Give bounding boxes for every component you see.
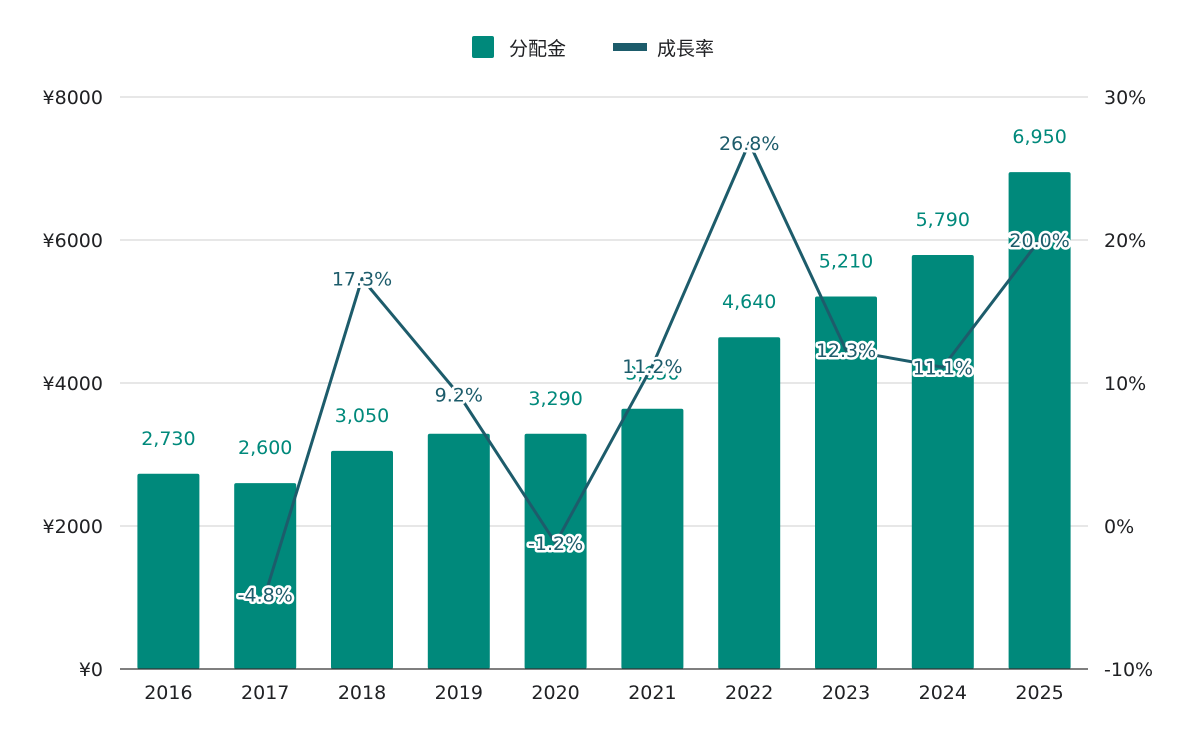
- x-axis-tick-label: 2021: [628, 682, 676, 704]
- left-axis-tick-label: ¥6000: [43, 230, 103, 252]
- legend-swatch-dividend: [472, 36, 494, 58]
- bar-2019: [427, 433, 490, 669]
- growth-rate-label: 12.3%: [816, 340, 876, 362]
- bar-2024: [911, 255, 974, 669]
- growth-rate-label: 9.2%: [435, 384, 483, 406]
- bar-value-labels: 2,730 2,600 3,050 3,290 3,650 4,640 5,210 5,790…: [141, 126, 1067, 459]
- right-axis-tick-label: 20%: [1104, 230, 1146, 252]
- bar-value-label: 3,050: [335, 405, 389, 427]
- x-axis-tick-label: 2016: [144, 682, 192, 704]
- bar-value-label: 4,640: [722, 291, 776, 313]
- left-axis-tick-label: ¥0: [79, 659, 103, 681]
- growth-rate-label: -1.2%: [528, 533, 583, 555]
- left-axis-tick-label: ¥4000: [43, 373, 103, 395]
- left-axis-tick-label: ¥2000: [43, 516, 103, 538]
- right-axis-tick-label: -10%: [1104, 659, 1153, 681]
- growth-rate-label: 11.2%: [622, 356, 682, 378]
- bar-2018: [331, 450, 393, 669]
- bar-value-label: 3,650: [625, 363, 679, 385]
- bar-2022: [718, 337, 781, 669]
- legend: 分配金 成長率: [472, 36, 714, 60]
- bar-2021: [621, 408, 684, 669]
- growth-line: [263, 141, 1041, 596]
- bar-2023: [815, 296, 877, 669]
- bar-2017: [234, 483, 297, 669]
- bar-value-label: 5,210: [819, 250, 873, 272]
- growth-rate-label: 26.8%: [719, 133, 779, 155]
- bar-2016: [137, 473, 200, 669]
- right-axis-tick-label: 0%: [1104, 516, 1134, 538]
- bar-value-label: 6,950: [1012, 126, 1066, 148]
- growth-rate-label: 17.3%: [332, 269, 392, 291]
- left-axis-tick-label: ¥8000: [43, 87, 103, 109]
- bar-value-label: 3,290: [528, 388, 582, 410]
- legend-swatch-growth: [613, 43, 647, 51]
- bar-value-label: 2,730: [141, 428, 195, 450]
- right-axis-tick-label: 10%: [1104, 373, 1146, 395]
- axes: ¥0 ¥2000 ¥4000 ¥6000 ¥8000 -10% 0% 10% 20% 30% 201…: [43, 87, 1154, 704]
- growth-rate-label: 20.0%: [1009, 230, 1069, 252]
- x-axis-tick-label: 2020: [531, 682, 579, 704]
- right-axis-tick-label: 30%: [1104, 87, 1146, 109]
- bars: [137, 172, 1071, 669]
- bar-value-label: 5,790: [916, 209, 970, 231]
- growth-rate-labels: -4.8% 17.3% 9.2% -1.2% 11.2% 26.8% 12.3% 11.1% 2…: [235, 130, 1072, 609]
- legend-label-dividend: 分配金: [509, 38, 566, 60]
- x-axis-tick-label: 2023: [822, 682, 870, 704]
- x-axis-tick-label: 2022: [725, 682, 773, 704]
- growth-rate-label: 11.1%: [913, 357, 973, 379]
- x-axis-tick-label: 2018: [338, 682, 386, 704]
- bar-2020: [524, 433, 587, 669]
- legend-label-growth: 成長率: [657, 38, 714, 60]
- x-axis-tick-label: 2019: [435, 682, 483, 704]
- x-axis-tick-label: 2024: [919, 682, 967, 704]
- bar-value-label: 2,600: [238, 437, 292, 459]
- bar-2025: [1008, 172, 1071, 669]
- growth-rate-label: -4.8%: [238, 585, 293, 607]
- growth-rate-line: [263, 141, 1041, 596]
- x-axis-tick-label: 2017: [241, 682, 289, 704]
- x-axis-tick-label: 2025: [1015, 682, 1063, 704]
